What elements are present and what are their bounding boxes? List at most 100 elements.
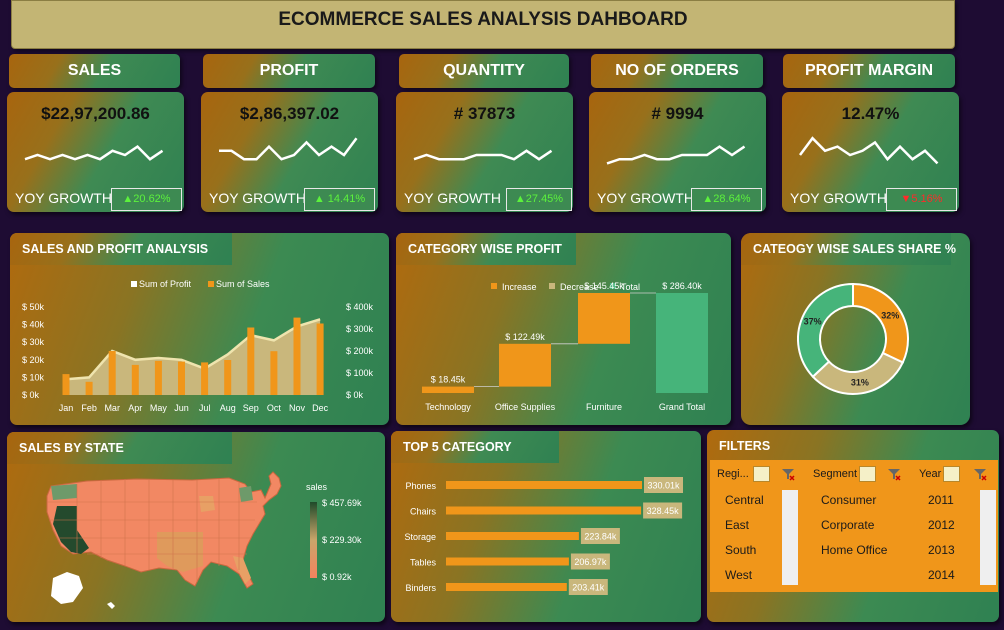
filter-year-2011[interactable]: 2011	[928, 493, 954, 507]
sales-bar	[108, 351, 116, 395]
filter-region-south[interactable]: South	[725, 543, 757, 557]
sales-profit-legend: Sum of Profit Sum of Sales	[131, 279, 270, 289]
donut-slice	[797, 282, 854, 379]
kpi-orders-yoy-label: YOY GROWTH	[597, 190, 694, 206]
filters-area	[710, 460, 998, 592]
left-axis-tick: $ 10k	[22, 372, 45, 382]
top5-bar	[446, 557, 569, 566]
filter-region-east[interactable]: East	[725, 518, 750, 532]
filter-year-2014[interactable]: 2014	[928, 568, 955, 582]
dashboard-title-bar: ECOMMERCE SALES ANALYSIS DAHBOARD	[11, 0, 955, 49]
kpi-profit-header: PROFIT	[203, 54, 375, 88]
map-legend-scale	[310, 502, 317, 578]
kpi-card-quantity: # 37873 YOY GROWTH ▲27.45%	[396, 92, 573, 212]
kpi-quantity-yoy-badge: ▲27.45%	[506, 188, 572, 211]
left-axis-tick: $ 40k	[22, 320, 45, 330]
map-hawaii	[107, 602, 115, 609]
kpi-sales-yoy-label: YOY GROWTH	[15, 190, 112, 206]
donut-label: 31%	[851, 378, 869, 388]
top5-value-bg	[643, 502, 683, 519]
sales-share-title: CATEOGY WISE SALES SHARE %	[741, 233, 956, 265]
waterfall-category: Technology	[425, 402, 471, 412]
map-texas	[157, 532, 203, 572]
sales-bar	[316, 323, 324, 395]
top5-value-label: 330.01k	[647, 481, 680, 491]
kpi-profit-yoy-label: YOY GROWTH	[209, 190, 306, 206]
sales-bar	[293, 317, 301, 395]
month-tick: Feb	[81, 403, 97, 413]
sales-bar	[85, 381, 93, 395]
month-tick: Mar	[104, 403, 120, 413]
segment-slicer-label: Segment	[813, 468, 858, 480]
kpi-orders-value: # 9994	[651, 104, 704, 123]
region-multiselect-icon[interactable]	[753, 466, 770, 482]
segment-clear-filter-icon[interactable]	[887, 467, 901, 481]
legend-sales-swatch	[208, 281, 214, 287]
filters-title: FILTERS	[719, 439, 771, 453]
waterfall-bar	[578, 293, 630, 344]
waterfall-label: $ 18.45k	[431, 375, 466, 385]
category-profit-chart: Increase Decrease Total $ 18.45k Technolo…	[422, 281, 708, 412]
month-tick: Jul	[199, 403, 211, 413]
sales-bar	[154, 360, 162, 395]
month-tick: May	[150, 403, 168, 413]
top5-chart: Phones 330.01k Chairs 328.45k Storage 223.84k…	[404, 477, 683, 595]
map-washington	[51, 484, 77, 500]
kpi-orders-header: NO OF ORDERS	[591, 54, 763, 88]
year-scrollbar[interactable]	[980, 490, 996, 585]
top5-category-label: Phones	[405, 481, 436, 491]
month-tick: Nov	[289, 403, 306, 413]
kpi-margin-yoy-badge: ▼5.16%	[886, 188, 957, 211]
waterfall-label: $ 286.40k	[662, 281, 702, 291]
kpi-card-profit: $2,86,397.02 YOY GROWTH ▲ 14.41%	[201, 92, 378, 212]
sales-bar	[131, 364, 139, 395]
segment-multiselect-icon[interactable]	[859, 466, 876, 482]
filter-year-2012[interactable]: 2012	[928, 518, 955, 532]
region-clear-filter-icon[interactable]	[781, 467, 795, 481]
month-tick: Jun	[174, 403, 189, 413]
kpi-orders-sparkline	[606, 145, 746, 165]
kpi-card-margin: 12.47% YOY GROWTH ▼5.16%	[782, 92, 959, 212]
filter-year-2013[interactable]: 2013	[928, 543, 955, 557]
kpi-margin-sparkline	[798, 136, 939, 165]
top5-value-bg	[568, 579, 608, 595]
region-scrollbar[interactable]	[782, 490, 798, 585]
year-clear-filter-icon[interactable]	[973, 467, 987, 481]
kpi-margin-label: PROFIT MARGIN	[805, 62, 933, 79]
filter-segment-home-office[interactable]: Home Office	[821, 543, 888, 557]
waterfall-bar	[656, 293, 708, 393]
map-california	[53, 506, 89, 554]
sales-bar	[178, 361, 185, 395]
waterfall-category: Grand Total	[659, 402, 705, 412]
legend-profit-swatch	[131, 281, 137, 287]
kpi-sales-header: SALES	[9, 54, 180, 88]
right-axis-tick: $ 300k	[346, 324, 374, 334]
region-slicer-label: Regi...	[717, 468, 749, 480]
waterfall-label: $ 145.45k	[584, 281, 624, 291]
kpi-sales-label: SALES	[67, 62, 122, 79]
sales-by-state-title: SALES BY STATE	[7, 432, 232, 464]
map-legend-min: $ 0.92k	[322, 572, 352, 582]
waterfall-category: Office Supplies	[495, 402, 556, 412]
kpi-quantity-value: # 37873	[453, 104, 516, 123]
legend-increase-label: Increase	[502, 282, 537, 292]
month-tick: Apr	[128, 403, 142, 413]
month-tick: Sep	[243, 403, 259, 413]
month-tick: Aug	[220, 403, 236, 413]
kpi-margin-value: 12.47%	[841, 104, 900, 123]
profit-line	[65, 318, 321, 381]
map-legend-max: $ 457.69k	[322, 498, 362, 508]
filter-region-west[interactable]: West	[725, 568, 753, 582]
filter-segment-corporate[interactable]: Corporate	[821, 518, 875, 532]
top5-value-bg	[570, 553, 610, 570]
right-axis-tick: $ 0k	[346, 390, 364, 400]
kpi-profit-label: PROFIT	[259, 62, 319, 79]
filter-region-central[interactable]: Central	[725, 493, 764, 507]
donut-label: 37%	[804, 317, 822, 327]
top5-panel: TOP 5 CATEGORY Phones 330.01k Chairs 328.45…	[391, 431, 701, 622]
year-multiselect-icon[interactable]	[943, 466, 960, 482]
filter-segment-consumer[interactable]: Consumer	[821, 493, 877, 507]
donut-slice	[852, 282, 909, 364]
right-axis-tick: $ 100k	[346, 368, 374, 378]
top5-bar	[446, 481, 642, 489]
